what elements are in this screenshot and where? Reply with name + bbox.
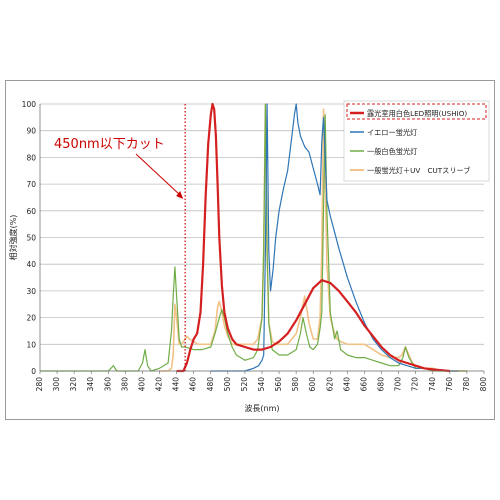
x-tick-label: 680 bbox=[377, 377, 386, 392]
chart-frame: 0 10 20 30 40 50 60 70 80 90 100 280 300 320 340 360 380… bbox=[5, 80, 495, 420]
x-axis-label: 波長(nm) bbox=[244, 403, 279, 413]
legend-label-0: 露光室用白色LED照明(USHIO) bbox=[367, 109, 467, 118]
y-tick-label: 60 bbox=[26, 207, 36, 216]
x-tick-label: 580 bbox=[291, 377, 300, 392]
cutoff-annotation: 450nm以下カット bbox=[54, 104, 186, 371]
x-tick-label: 740 bbox=[428, 377, 437, 392]
x-tick-label: 700 bbox=[394, 377, 403, 392]
y-tick-label: 20 bbox=[26, 314, 36, 323]
x-tick-label: 760 bbox=[445, 377, 454, 392]
x-tick-label: 300 bbox=[52, 377, 61, 392]
y-tick-label: 80 bbox=[26, 153, 36, 162]
cutoff-label: 450nm以下カット bbox=[54, 137, 165, 152]
y-tick-label: 30 bbox=[26, 287, 36, 296]
x-tick-label: 320 bbox=[69, 377, 78, 392]
y-tick-label: 70 bbox=[26, 180, 36, 189]
series-line-0 bbox=[176, 102, 450, 373]
y-tick-label: 50 bbox=[26, 234, 36, 243]
x-tick-label: 460 bbox=[189, 377, 198, 392]
legend-box bbox=[343, 100, 490, 182]
x-tick-label: 400 bbox=[137, 377, 146, 392]
x-tick-label: 620 bbox=[325, 377, 334, 392]
cutoff-arrow-head bbox=[176, 191, 184, 199]
y-axis-label: 相対強度(%) bbox=[8, 215, 18, 261]
x-tick-label: 520 bbox=[240, 377, 249, 392]
y-tick-label: 40 bbox=[26, 260, 36, 269]
x-tick-label: 480 bbox=[206, 377, 215, 392]
x-tick-label: 360 bbox=[103, 377, 112, 392]
cutoff-arrow-shaft bbox=[135, 153, 183, 198]
x-tick-label: 600 bbox=[308, 377, 317, 392]
x-tick-label: 540 bbox=[257, 377, 266, 392]
x-tick-label: 780 bbox=[462, 377, 471, 392]
legend: 露光室用白色LED照明(USHIO) イエロー蛍光灯一般白色蛍光灯一般蛍光灯＋UV… bbox=[343, 100, 490, 182]
x-tick-label: 560 bbox=[274, 377, 283, 392]
axes: 0 10 20 30 40 50 60 70 80 90 100 280 300 320 340 360 380… bbox=[8, 100, 488, 413]
y-tick-label: 0 bbox=[31, 367, 36, 376]
x-tick-label: 720 bbox=[411, 377, 420, 392]
y-tick-label: 10 bbox=[26, 340, 36, 349]
series-line-1 bbox=[210, 103, 459, 372]
x-tick-label: 340 bbox=[86, 377, 95, 392]
x-tick-label: 800 bbox=[479, 377, 488, 392]
x-tick-label: 500 bbox=[223, 377, 232, 392]
y-tick-label: 100 bbox=[22, 100, 37, 109]
x-tick-label: 380 bbox=[120, 377, 129, 392]
legend-highlight-box bbox=[346, 103, 487, 120]
legend-label-3: 一般蛍光灯＋UV CUTスリーブ bbox=[367, 166, 470, 175]
x-tick-label: 640 bbox=[342, 377, 351, 392]
legend-label-1: イエロー蛍光灯 bbox=[367, 128, 417, 137]
y-tick-label: 90 bbox=[26, 127, 36, 136]
x-tick-label: 660 bbox=[359, 377, 368, 392]
x-tick-label: 420 bbox=[155, 377, 164, 392]
x-tick-label: 280 bbox=[35, 377, 44, 392]
x-tick-label: 440 bbox=[172, 377, 181, 392]
series-layer bbox=[40, 102, 467, 373]
series-line-2 bbox=[40, 103, 467, 372]
spectrum-chart: 0 10 20 30 40 50 60 70 80 90 100 280 300 320 340 360 380… bbox=[8, 100, 490, 413]
legend-label-2: 一般白色蛍光灯 bbox=[367, 147, 417, 156]
